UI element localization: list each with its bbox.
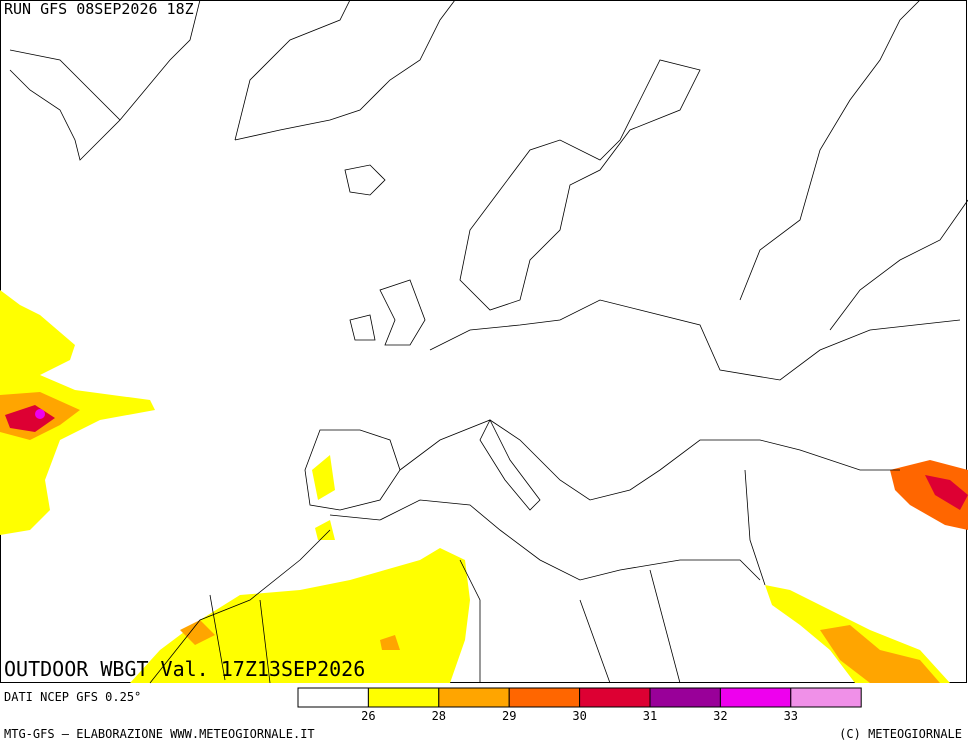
field — [180, 620, 400, 650]
border — [739, 0, 968, 331]
scale-tick-label: 32 — [713, 709, 727, 723]
scale-tick-label: 30 — [572, 709, 586, 723]
scale-tick-label: 31 — [643, 709, 657, 723]
map: RUN GFS 08SEP2026 18Z OUTDOOR WBGT Val. … — [0, 0, 968, 684]
coastline — [479, 419, 541, 511]
scale-box — [508, 687, 581, 708]
footer-left: MTG-GFS — ELABORAZIONE WWW.METEOGIORNALE… — [4, 727, 315, 741]
scale-box — [297, 687, 369, 708]
run-label: RUN GFS 08SEP2026 18Z — [4, 0, 194, 18]
field — [820, 625, 940, 683]
coastline — [304, 429, 401, 511]
map-title: OUTDOOR WBGT Val. 17Z13SEP2026 — [4, 657, 365, 681]
map-frame — [0, 0, 967, 683]
coastline — [9, 0, 201, 161]
field — [312, 455, 335, 500]
field — [0, 290, 155, 535]
scale-tick-label: 26 — [361, 709, 375, 723]
field — [315, 520, 335, 540]
field — [35, 409, 45, 419]
field — [890, 460, 968, 530]
scale-box — [719, 687, 792, 708]
scale-tick-label: 28 — [432, 709, 446, 723]
scale-tick-label: 33 — [784, 709, 798, 723]
scale-tick-label: 29 — [502, 709, 516, 723]
source-label: DATI NCEP GFS 0.25° — [4, 690, 141, 704]
scale-box — [367, 687, 440, 708]
scale-box — [438, 687, 510, 708]
border — [149, 529, 681, 684]
coastline — [344, 164, 386, 196]
scale-box — [579, 687, 651, 708]
footer-right: (C) METEOGIORNALE — [839, 727, 962, 741]
scale-box — [649, 687, 721, 708]
field — [925, 475, 968, 510]
color-scale: 26 28 29 30 31 32 33 — [297, 687, 862, 723]
scale-box — [790, 687, 862, 708]
coastline — [349, 279, 426, 346]
coastline — [234, 0, 456, 141]
coastline — [329, 469, 766, 586]
coastline — [459, 59, 701, 311]
